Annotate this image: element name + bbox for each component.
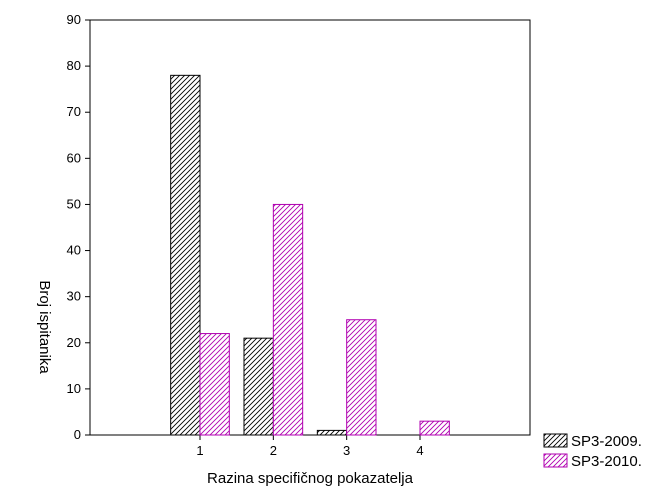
bar-sp3-2009-cat-3	[316, 429, 348, 436]
x-tick-label: 4	[416, 443, 423, 458]
y-tick-label: 60	[67, 150, 81, 165]
x-tick-label: 3	[343, 443, 350, 458]
bar-sp3-2010-cat-3	[346, 319, 377, 436]
y-axis: 0 10 20 30 40 50 60 70 80 90	[67, 12, 90, 442]
bar-sp3-2009-cat-1	[170, 74, 201, 436]
y-tick-label: 70	[67, 104, 81, 119]
y-tick-label: 10	[67, 381, 81, 396]
y-axis-title: Broj ispitanika	[36, 280, 53, 374]
y-tick-label: 50	[67, 196, 81, 211]
plot-frame	[89, 19, 531, 436]
x-axis: 1 2 3 4	[196, 435, 424, 458]
legend-label: SP3-2010.	[571, 453, 642, 470]
x-tick-label: 2	[270, 443, 277, 458]
bar-sp3-2010-cat-1	[199, 333, 230, 436]
legend-swatch	[543, 433, 568, 448]
bar-sp3-2009-cat-2	[243, 337, 274, 436]
bar-series-group	[170, 74, 450, 436]
bar-sp3-2010-cat-4	[419, 420, 450, 436]
y-tick-label: 40	[67, 243, 81, 258]
bar-sp3-2010-cat-2	[272, 203, 304, 436]
y-tick-label: 0	[74, 427, 81, 442]
legend-swatch	[543, 453, 568, 468]
legend: SP3-2009. SP3-2010.	[543, 433, 642, 470]
y-tick-label: 90	[67, 12, 81, 27]
y-tick-label: 80	[67, 58, 81, 73]
y-tick-label: 20	[67, 335, 81, 350]
x-tick-label: 1	[196, 443, 203, 458]
x-axis-title: Razina specifičnog pokazatelja	[207, 470, 414, 487]
y-tick-label: 30	[67, 289, 81, 304]
legend-label: SP3-2009.	[571, 433, 642, 450]
